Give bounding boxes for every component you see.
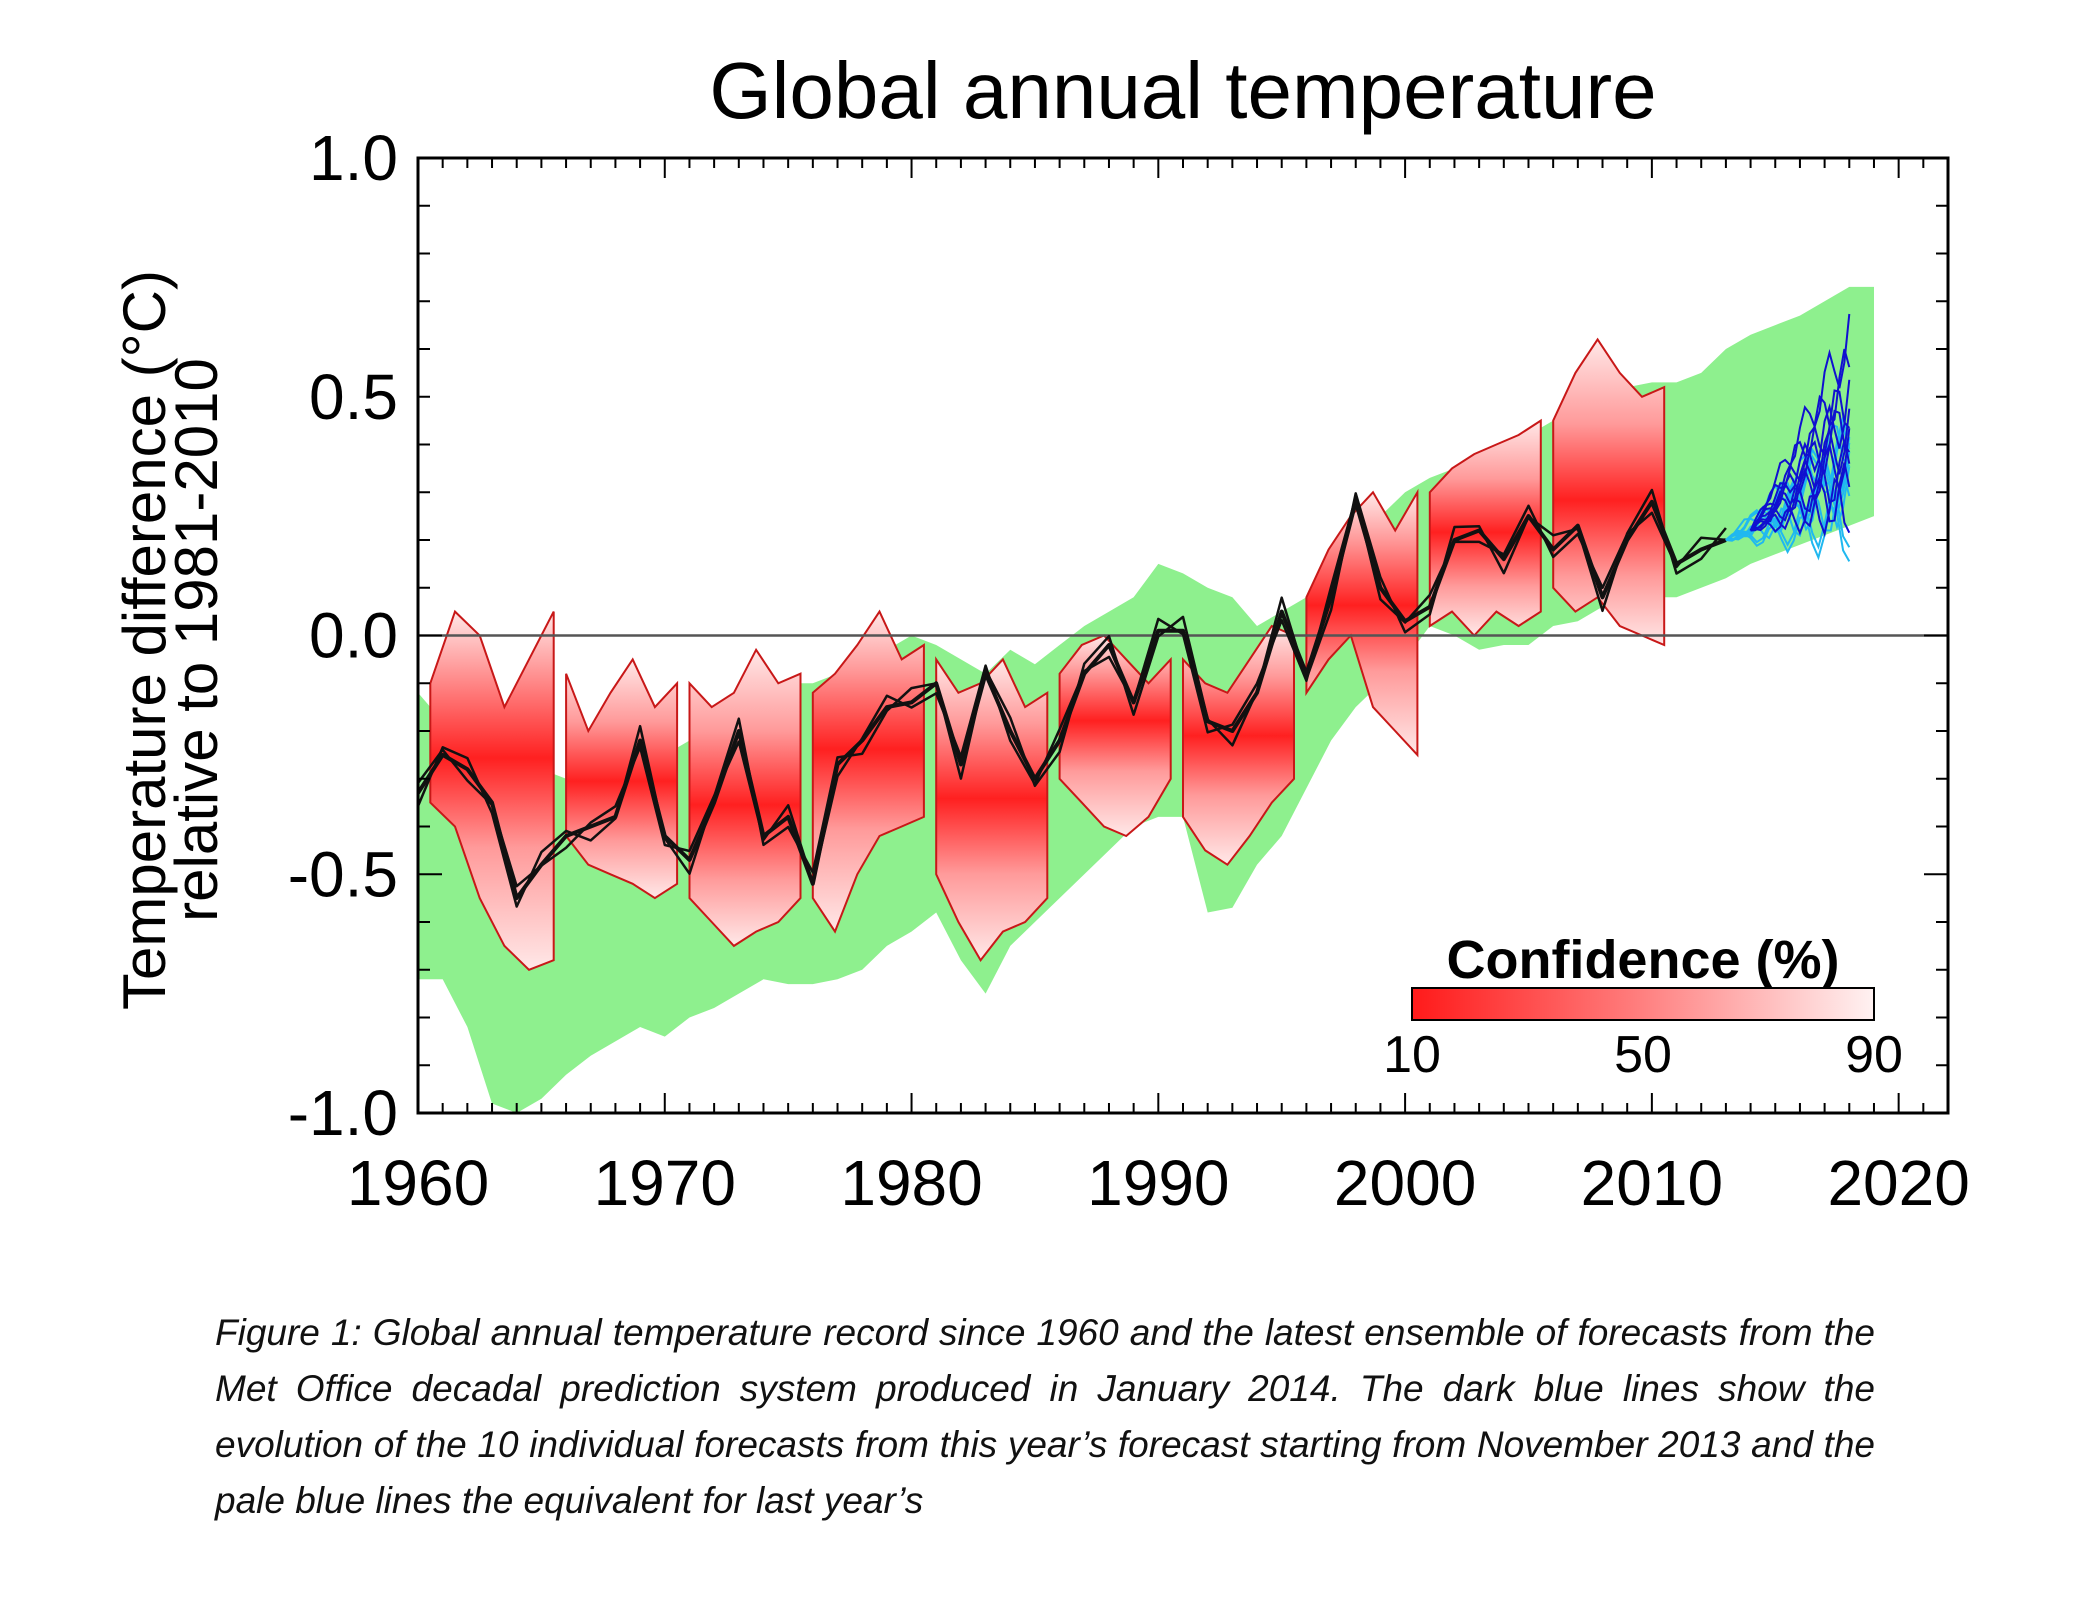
legend-tick-label: 10	[1383, 1026, 1441, 1084]
x-tick-label: 1960	[347, 1147, 489, 1219]
plot-area	[418, 286, 1948, 1113]
chart-title: Global annual temperature	[709, 46, 1656, 135]
confidence-legend: Confidence (%) 10 50 90	[1383, 930, 1903, 1084]
y-tick-label: -0.5	[288, 838, 398, 910]
legend-title: Confidence (%)	[1446, 930, 1839, 990]
observed-temperature-line	[418, 496, 1727, 888]
figure: Global annual temperature Temperature di…	[111, 46, 1970, 1219]
confidence-fan	[1552, 337, 1666, 647]
forecast-2014-line	[1750, 476, 1851, 538]
forecast-2014-line	[1749, 389, 1851, 532]
x-tick-label: 2000	[1334, 1147, 1476, 1219]
confidence-fan	[811, 609, 925, 934]
temperature-chart: Global annual temperature Temperature di…	[111, 46, 1970, 1219]
y-tick-label: 0.5	[309, 361, 398, 433]
figure-caption: Figure 1: Global annual temperature reco…	[215, 1312, 1875, 1521]
forecast-2013-line	[1725, 436, 1851, 541]
legend-tick-label: 50	[1614, 1026, 1672, 1084]
x-tick-labels: 1960 1970 1980 1990 2000 2010 2020	[347, 1147, 1970, 1219]
y-axis-label: Temperature difference (°C) relative to …	[111, 270, 230, 1010]
legend-colorbar	[1411, 987, 1875, 1021]
confidence-fan	[1182, 624, 1295, 867]
y-tick-labels: 1.0 0.5 0.0 -0.5 -1.0	[288, 122, 398, 1149]
observed-temperature-line	[418, 488, 1727, 908]
y-tick-label: 1.0	[309, 122, 398, 194]
x-tick-label: 2020	[1827, 1147, 1969, 1219]
y-axis-label-line-1: Temperature difference (°C)	[111, 270, 178, 1010]
x-tick-label: 1980	[840, 1147, 982, 1219]
forecast-2014-line	[1749, 379, 1851, 532]
y-tick-label: -1.0	[288, 1077, 398, 1149]
legend-tick-label: 90	[1845, 1026, 1903, 1084]
legend-ticks: 10 50 90	[1383, 1026, 1903, 1084]
y-tick-label: 0.0	[309, 600, 398, 672]
forecast-2014-line	[1750, 439, 1851, 532]
y-axis-label-line-2: relative to 1981-2010	[163, 358, 230, 922]
forecast-2013-line	[1725, 413, 1851, 541]
x-tick-label: 2010	[1581, 1147, 1723, 1219]
axis-ticks	[417, 157, 1949, 1114]
x-tick-label: 1970	[594, 1147, 736, 1219]
confidence-fan	[1428, 418, 1542, 637]
x-tick-label: 1990	[1087, 1147, 1229, 1219]
confidence-fan	[688, 647, 802, 948]
